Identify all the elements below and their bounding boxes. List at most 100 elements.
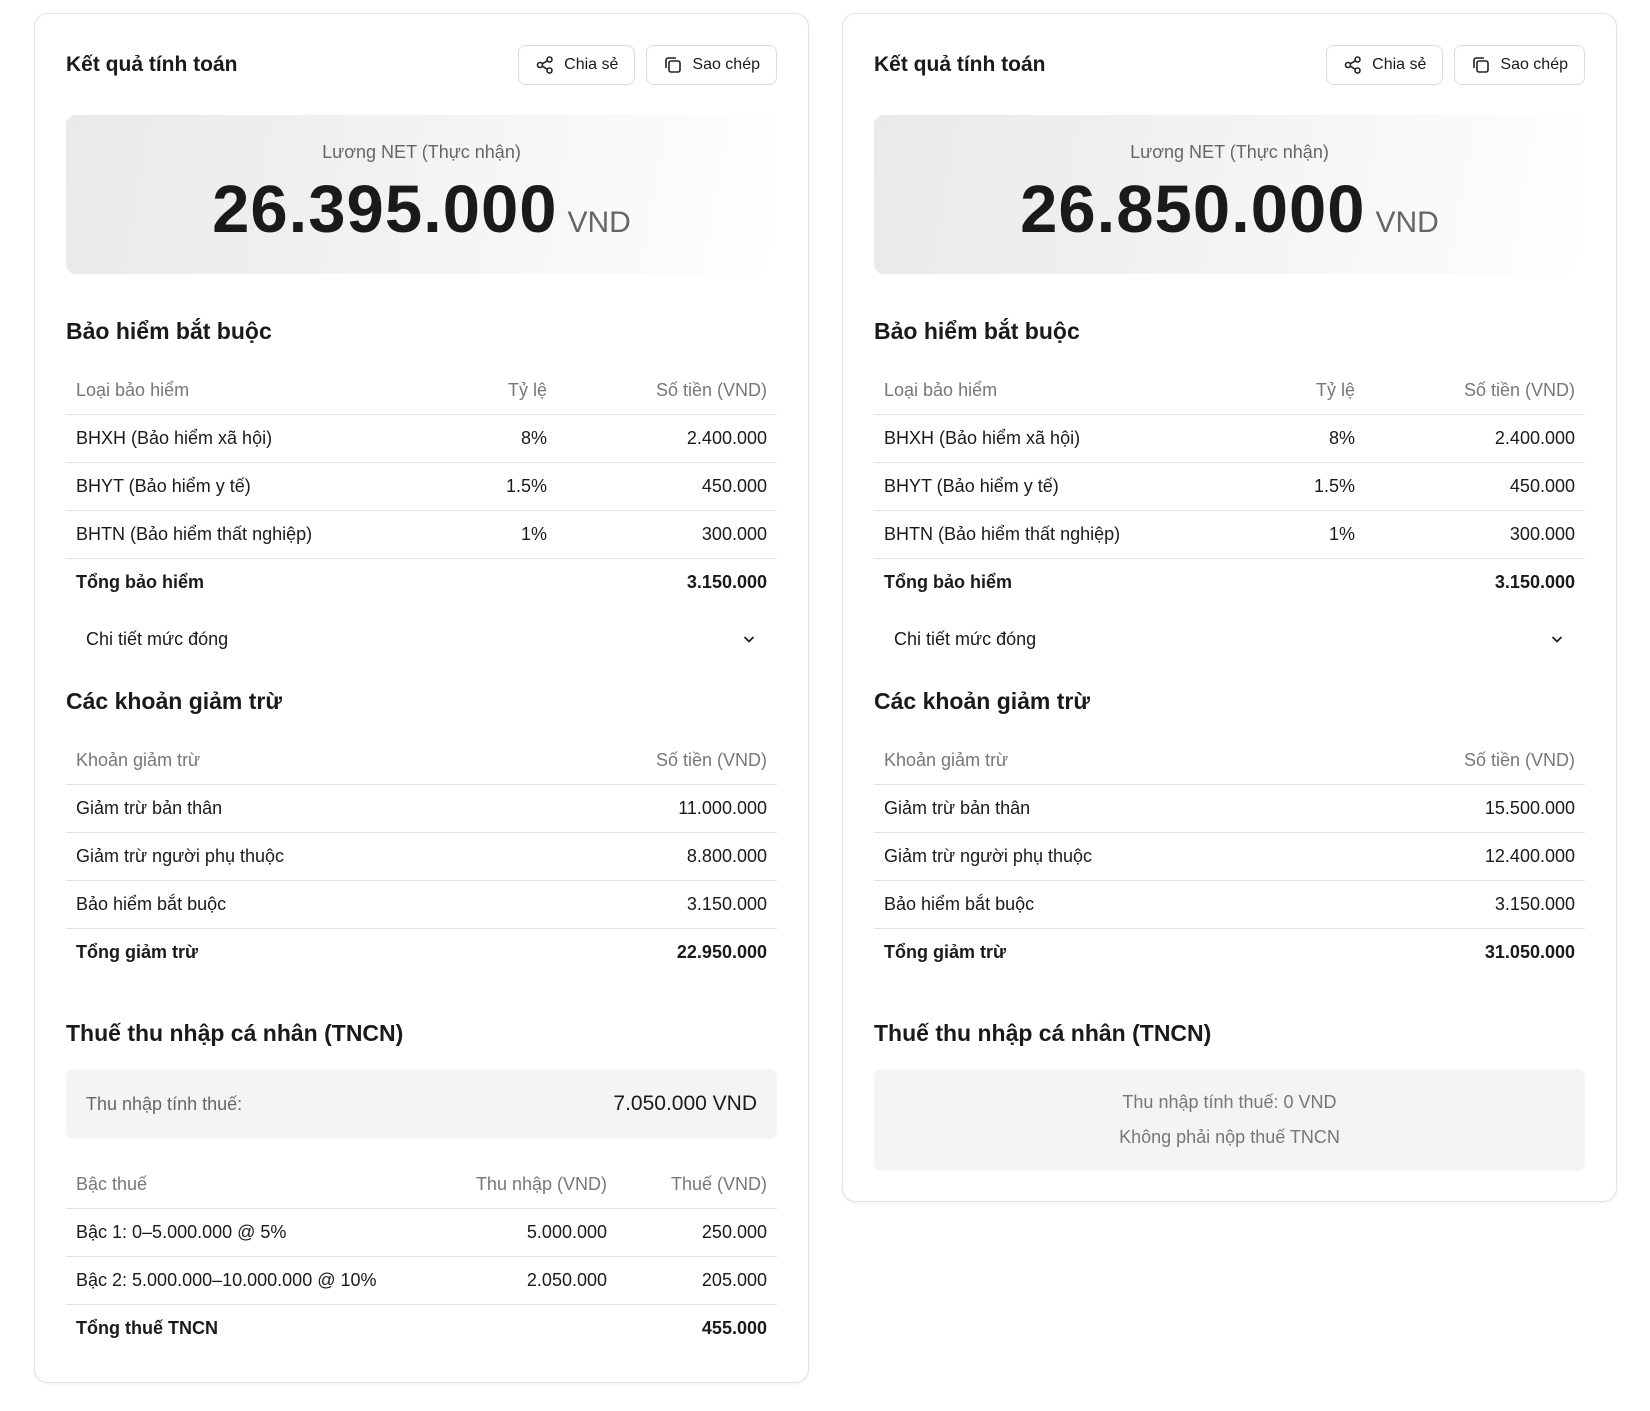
section-heading: Các khoản giảm trừ xyxy=(874,688,1091,714)
cell: BHYT (Bảo hiểm y tế) xyxy=(66,462,427,511)
cell: 2.050.000 xyxy=(417,1256,617,1305)
action-button[interactable]: Sao chép xyxy=(646,44,777,85)
cell: 3.150.000 xyxy=(1494,572,1575,592)
section-heading: Thuế thu nhập cá nhân (TNCN) xyxy=(874,1020,1212,1046)
data-table: Loại bảo hiểm Tỷ lệ Số tiền (VND) BHXH (Bảo… xyxy=(66,367,777,606)
cell: 1% xyxy=(427,510,557,559)
cell: 3.150.000 xyxy=(686,572,767,592)
net-label: Lương NET (Thực nhận) xyxy=(322,141,521,162)
button-label: Chia sẻ xyxy=(1372,55,1427,73)
action-button[interactable]: Sao chép xyxy=(1454,44,1585,85)
action-button[interactable]: Chia sẻ xyxy=(518,44,636,85)
note-line: Không phải nộp thuế TNCN xyxy=(1119,1127,1340,1147)
net-unit: VND xyxy=(1375,205,1439,239)
button-label: Sao chép xyxy=(1500,55,1568,73)
table-row: BHTN (Bảo hiểm thất nghiệp) 1% 300.000 xyxy=(66,510,777,559)
cell: Tổng giảm trừ xyxy=(884,942,1007,962)
net-unit: VND xyxy=(567,205,631,239)
chevron xyxy=(1551,636,1563,643)
cell: 11.000.000 xyxy=(537,784,777,833)
card-header: Kết quả tính toán Chia sẻ Sao chép xyxy=(874,14,1585,115)
table-row: BHTN (Bảo hiểm thất nghiệp) 1% 300.000 xyxy=(874,510,1585,559)
cell: 2.400.000 xyxy=(1365,414,1585,463)
details-label: Chi tiết mức đóng xyxy=(894,628,1037,649)
taxable-value: 7.050.000 VND xyxy=(613,1092,757,1115)
details-toggle[interactable]: Chi tiết mức đóng xyxy=(874,606,1585,672)
net-salary-box: Lương NET (Thực nhận) 26.850.000 VND xyxy=(874,115,1585,274)
cell: BHYT (Bảo hiểm y tế) xyxy=(874,462,1235,511)
details-label: Chi tiết mức đóng xyxy=(86,628,229,649)
cell: Tổng giảm trừ xyxy=(76,942,199,962)
section-heading: Các khoản giảm trừ xyxy=(66,688,283,714)
cell: 1.5% xyxy=(1235,462,1365,511)
section-heading: Bảo hiểm bắt buộc xyxy=(874,318,1080,344)
cell: 450.000 xyxy=(1365,462,1585,511)
cell: 8% xyxy=(427,414,557,463)
cell: 5.000.000 xyxy=(417,1208,617,1257)
cell: BHTN (Bảo hiểm thất nghiệp) xyxy=(874,510,1235,559)
table-row: BHYT (Bảo hiểm y tế) 1.5% 450.000 xyxy=(66,462,777,511)
data-table: Khoản giảm trừ Số tiền (VND) Giảm trừ bản … xyxy=(874,737,1585,976)
table-header: Khoản giảm trừ Số tiền (VND) xyxy=(874,737,1585,785)
table-header: Khoản giảm trừ Số tiền (VND) xyxy=(66,737,777,785)
cell: 15.500.000 xyxy=(1345,784,1585,833)
details-toggle[interactable]: Chi tiết mức đóng xyxy=(66,606,777,672)
column-header: Số tiền (VND) xyxy=(1345,737,1585,785)
column-header: Số tiền (VND) xyxy=(537,737,777,785)
table-row: Bảo hiểm bắt buộc 3.150.000 xyxy=(66,880,777,929)
cell xyxy=(417,1305,617,1353)
table-row: Bậc 2: 5.000.000–10.000.000 @ 10% 2.050.0… xyxy=(66,1256,777,1305)
section-heading: Thuế thu nhập cá nhân (TNCN) xyxy=(66,1020,404,1046)
data-table: Khoản giảm trừ Số tiền (VND) Giảm trừ bản … xyxy=(66,737,777,976)
net-amount: 26.850.000 xyxy=(1020,171,1366,247)
cell: BHXH (Bảo hiểm xã hội) xyxy=(66,414,427,463)
cell: 250.000 xyxy=(617,1208,777,1257)
cell: 300.000 xyxy=(1365,510,1585,559)
cell: 1.5% xyxy=(427,462,557,511)
column-header: Loại bảo hiểm xyxy=(874,367,1235,415)
tax-note: Thu nhập tính thuế: 0 VND Không phải nộp … xyxy=(874,1069,1585,1171)
net-amount: 26.395.000 xyxy=(212,171,558,247)
result-card: Kết quả tính toán Chia sẻ Sao chép Lương NE… xyxy=(34,13,809,1383)
button-group: Chia sẻ Sao chép xyxy=(518,44,777,85)
cell: 22.950.000 xyxy=(676,942,767,962)
data-table: Bậc thuế Thu nhập (VND) Thuế (VND) Bậc 1: 0… xyxy=(66,1161,777,1352)
column-header: Số tiền (VND) xyxy=(1365,367,1585,415)
button-label: Sao chép xyxy=(692,55,760,73)
column-header: Thuế (VND) xyxy=(617,1161,777,1209)
table-total: Tổng bảo hiểm 3.150.000 xyxy=(66,559,777,607)
net-salary-box: Lương NET (Thực nhận) 26.395.000 VND xyxy=(66,115,777,274)
action-button[interactable]: Chia sẻ xyxy=(1326,44,1444,85)
table-row: Bảo hiểm bắt buộc 3.150.000 xyxy=(874,880,1585,929)
cell xyxy=(427,559,557,607)
table-row: BHXH (Bảo hiểm xã hội) 8% 2.400.000 xyxy=(66,414,777,463)
cell: Bậc 1: 0–5.000.000 @ 5% xyxy=(66,1208,417,1257)
cell: Giảm trừ bản thân xyxy=(66,784,537,833)
section-heading: Bảo hiểm bắt buộc xyxy=(66,318,272,344)
cell: Giảm trừ bản thân xyxy=(874,784,1345,833)
table-row: Bậc 1: 0–5.000.000 @ 5% 5.000.000 250.000 xyxy=(66,1208,777,1257)
column-header: Tỷ lệ xyxy=(427,367,557,415)
cell: BHXH (Bảo hiểm xã hội) xyxy=(874,414,1235,463)
table-total: Tổng giảm trừ 22.950.000 xyxy=(66,929,777,977)
cell: 3.150.000 xyxy=(537,880,777,929)
note-line: Thu nhập tính thuế: 0 VND xyxy=(1122,1092,1337,1112)
table-row: Giảm trừ người phụ thuộc 12.400.000 xyxy=(874,832,1585,881)
cell: Bảo hiểm bắt buộc xyxy=(66,880,537,929)
column-header: Khoản giảm trừ xyxy=(66,737,537,785)
cell: 8% xyxy=(1235,414,1365,463)
cell: 3.150.000 xyxy=(1345,880,1585,929)
cell: Bậc 2: 5.000.000–10.000.000 @ 10% xyxy=(66,1256,417,1305)
cell: Giảm trừ người phụ thuộc xyxy=(874,832,1345,881)
cell: 455.000 xyxy=(701,1318,767,1338)
cell: Tổng bảo hiểm xyxy=(884,572,1012,592)
cell: Tổng bảo hiểm xyxy=(76,572,204,592)
button-group: Chia sẻ Sao chép xyxy=(1326,44,1585,85)
table-header: Bậc thuế Thu nhập (VND) Thuế (VND) xyxy=(66,1161,777,1209)
data-table: Loại bảo hiểm Tỷ lệ Số tiền (VND) BHXH (Bảo… xyxy=(874,367,1585,606)
cell: BHTN (Bảo hiểm thất nghiệp) xyxy=(66,510,427,559)
card-title: Kết quả tính toán xyxy=(874,52,1046,76)
column-header: Bậc thuế xyxy=(66,1161,417,1209)
table-total: Tổng bảo hiểm 3.150.000 xyxy=(874,559,1585,607)
